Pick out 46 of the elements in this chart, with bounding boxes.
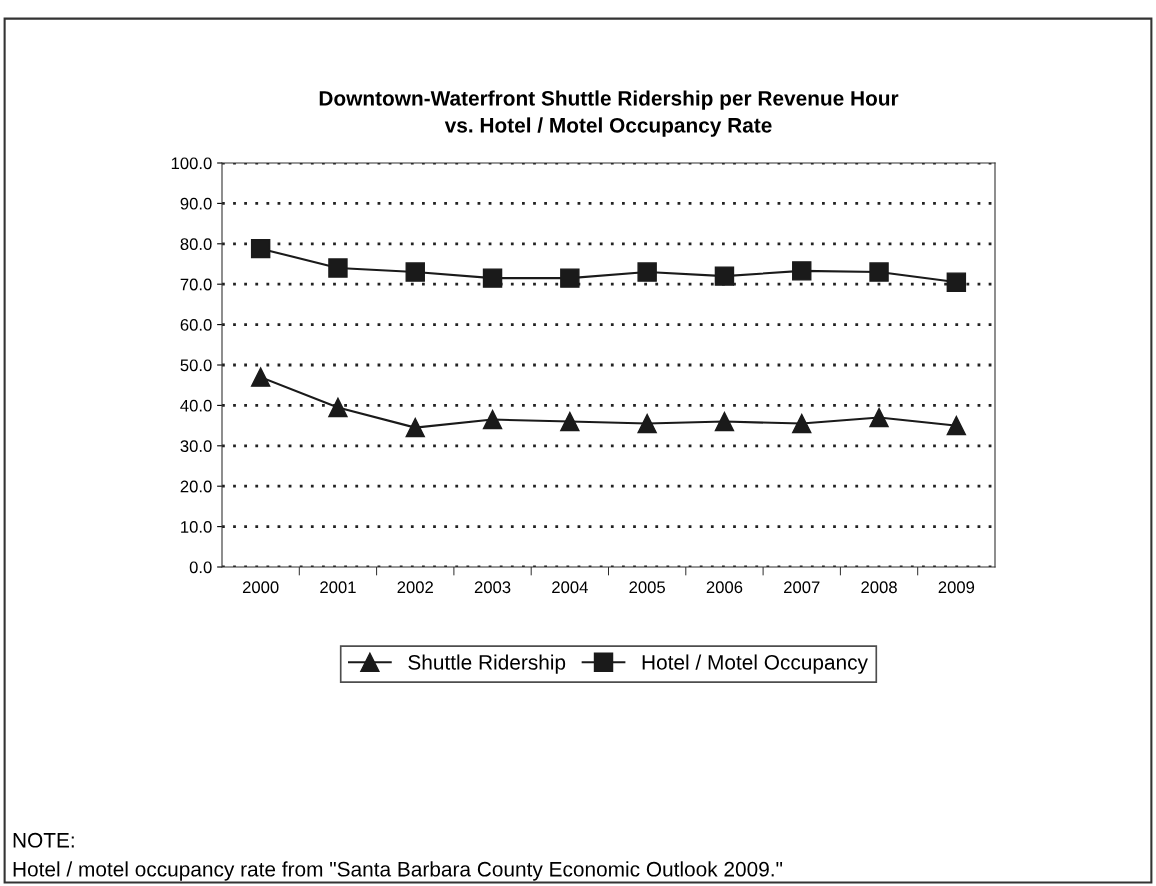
point xyxy=(405,262,425,282)
point xyxy=(637,262,657,282)
point xyxy=(792,413,812,434)
y-tick-label: 80.0 xyxy=(180,238,212,250)
point xyxy=(714,266,735,286)
y-tick-label: 30.0 xyxy=(180,440,212,452)
y-tick-label: 10.0 xyxy=(181,521,212,533)
point xyxy=(250,238,271,259)
point xyxy=(869,407,889,428)
y-tick-label: 60.0 xyxy=(180,319,212,331)
point xyxy=(250,367,271,387)
x-tick-label: 2006 xyxy=(706,581,743,594)
point xyxy=(637,413,657,434)
legend-label: Hotel / Motel Occupancy xyxy=(642,654,868,674)
point xyxy=(869,262,889,282)
x-tick-label: 2001 xyxy=(320,581,356,594)
point xyxy=(946,415,967,436)
x-tick-label: 2000 xyxy=(242,581,279,594)
y-tick-label: 100.0 xyxy=(171,157,212,170)
x-tick-label: 2007 xyxy=(784,581,820,594)
point xyxy=(328,258,348,278)
chart-title: Downtown-Waterfront Shuttle Ridership per Revenue Hour vs. Hotel / Motel Occupancy Rate xyxy=(319,90,899,137)
y-tick-label: 50.0 xyxy=(180,359,212,372)
x-tick-label: 2002 xyxy=(397,581,433,594)
point xyxy=(482,268,503,288)
text: Hotel / motel occupancy rate from "Santa Barbara County Economic Outlook 2009." xyxy=(13,861,783,881)
point xyxy=(714,411,735,432)
x-tick-label: 2005 xyxy=(629,581,665,594)
point xyxy=(792,261,812,281)
x-tick-label: 2003 xyxy=(474,581,511,594)
point xyxy=(946,272,967,292)
x-tick-label: 2009 xyxy=(938,581,975,594)
y-tick-label: 70.0 xyxy=(180,278,212,291)
text: NOTE: xyxy=(13,832,74,848)
point xyxy=(560,268,580,288)
point xyxy=(328,397,348,418)
legend-label: Shuttle Ridership xyxy=(408,654,566,674)
x-tick-label: 2008 xyxy=(861,581,897,594)
point xyxy=(482,409,503,430)
y-tick-label: 0.0 xyxy=(189,561,212,574)
point xyxy=(560,411,580,432)
y-tick-label: 40.0 xyxy=(180,399,212,412)
y-tick-label: 90.0 xyxy=(180,197,212,210)
point xyxy=(405,417,425,438)
y-tick-label: 20.0 xyxy=(180,480,212,493)
x-tick-label: 2004 xyxy=(552,581,588,594)
